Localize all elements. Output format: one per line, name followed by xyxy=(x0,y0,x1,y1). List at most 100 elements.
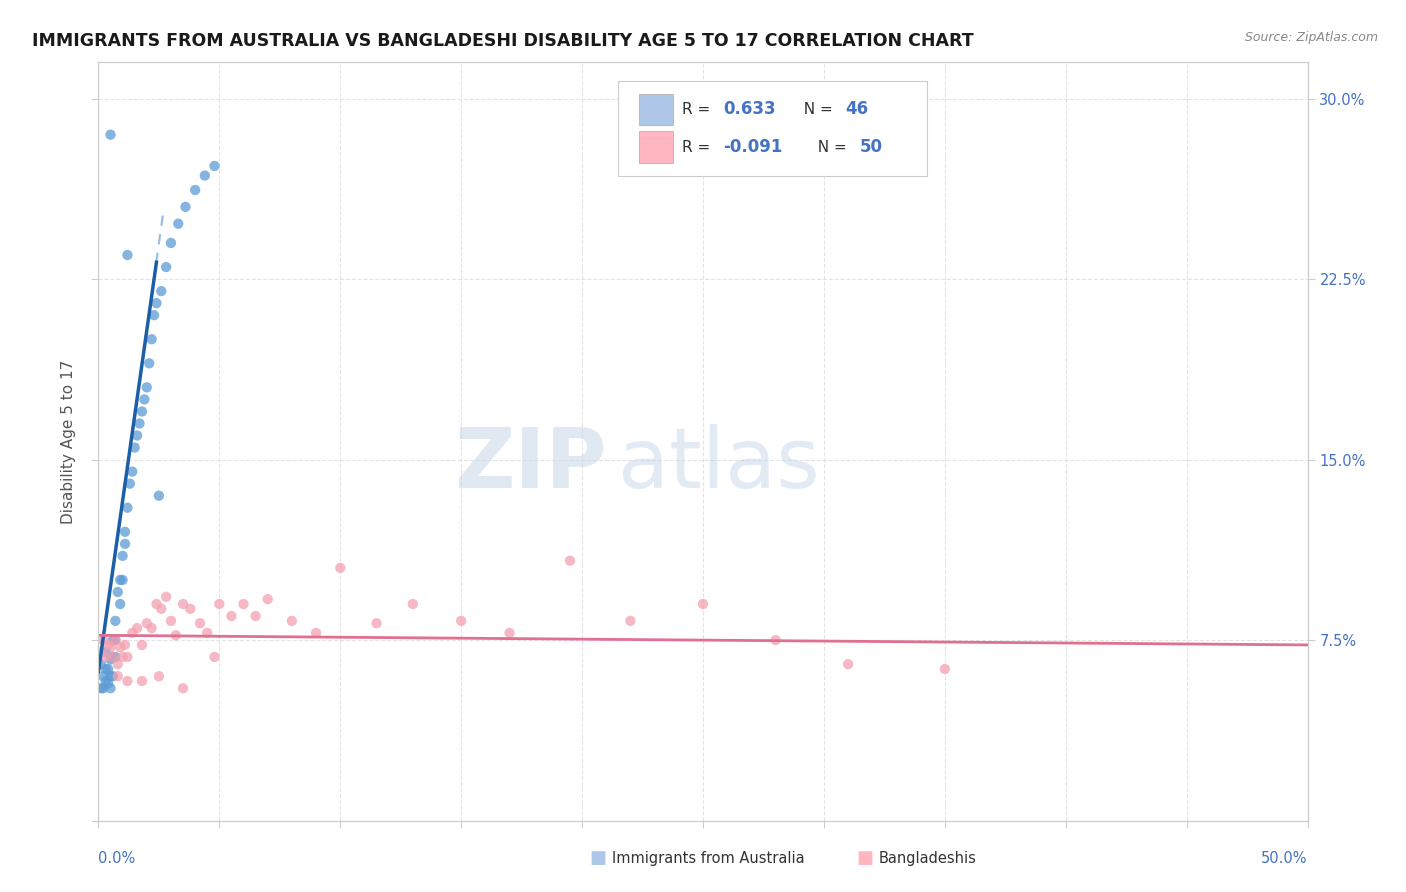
Point xyxy=(94,645,117,659)
Point xyxy=(143,308,166,322)
Point xyxy=(117,650,139,665)
Text: 46: 46 xyxy=(845,101,869,119)
Point xyxy=(101,650,124,665)
Point xyxy=(118,476,141,491)
Point xyxy=(107,585,129,599)
Point xyxy=(111,650,134,665)
Point xyxy=(90,657,112,672)
Point xyxy=(104,650,127,665)
Point xyxy=(104,633,127,648)
Point xyxy=(91,633,114,648)
Text: Immigrants from Australia: Immigrants from Australia xyxy=(612,851,804,865)
Point xyxy=(172,597,194,611)
Point xyxy=(101,633,124,648)
Text: atlas: atlas xyxy=(619,424,820,505)
Point xyxy=(134,392,156,407)
Point xyxy=(124,441,146,455)
Point xyxy=(101,650,124,665)
Point xyxy=(145,296,167,310)
Point xyxy=(128,417,150,431)
Point xyxy=(172,681,194,696)
Point xyxy=(498,626,520,640)
Text: N =: N = xyxy=(808,140,852,155)
Point xyxy=(94,650,117,665)
Point xyxy=(765,633,787,648)
Text: 50: 50 xyxy=(860,138,883,156)
Point xyxy=(108,640,131,655)
Point xyxy=(150,284,173,298)
Point xyxy=(184,183,207,197)
Point xyxy=(141,621,163,635)
Text: 50.0%: 50.0% xyxy=(1261,851,1308,866)
Point xyxy=(155,590,177,604)
Point xyxy=(114,524,136,539)
Text: 0.0%: 0.0% xyxy=(98,851,135,866)
Text: Bangladeshis: Bangladeshis xyxy=(879,851,977,865)
Point xyxy=(167,217,190,231)
Text: Source: ZipAtlas.com: Source: ZipAtlas.com xyxy=(1244,31,1378,45)
Point xyxy=(100,652,122,666)
Point xyxy=(195,626,218,640)
Point xyxy=(117,248,139,262)
Point xyxy=(194,169,217,183)
Point xyxy=(101,669,124,683)
Point xyxy=(558,554,581,568)
Point xyxy=(165,628,187,642)
Point xyxy=(107,657,129,672)
Point xyxy=(208,597,231,611)
Text: R =: R = xyxy=(682,140,716,155)
Point xyxy=(329,561,352,575)
Point xyxy=(100,681,122,696)
Text: IMMIGRANTS FROM AUSTRALIA VS BANGLADESHI DISABILITY AGE 5 TO 17 CORRELATION CHAR: IMMIGRANTS FROM AUSTRALIA VS BANGLADESHI… xyxy=(32,32,973,50)
Point xyxy=(94,662,117,676)
Point xyxy=(121,465,143,479)
Point xyxy=(692,597,714,611)
Point xyxy=(131,673,153,688)
Point xyxy=(402,597,425,611)
Point xyxy=(160,235,183,250)
Point xyxy=(91,669,114,683)
Point xyxy=(141,332,163,346)
Text: ■: ■ xyxy=(589,849,606,867)
Point xyxy=(281,614,304,628)
Text: ■: ■ xyxy=(856,849,873,867)
Point xyxy=(117,500,139,515)
Point xyxy=(131,638,153,652)
Text: 0.633: 0.633 xyxy=(724,101,776,119)
Point xyxy=(114,537,136,551)
Point xyxy=(232,597,254,611)
Point xyxy=(90,645,112,659)
Point xyxy=(131,404,153,418)
Point xyxy=(107,669,129,683)
Point xyxy=(121,626,143,640)
Point xyxy=(100,128,122,142)
Point xyxy=(100,640,122,655)
Point xyxy=(108,597,131,611)
Point xyxy=(179,602,201,616)
Point xyxy=(150,602,173,616)
Point xyxy=(100,669,122,683)
Point xyxy=(114,638,136,652)
Point xyxy=(221,609,243,624)
Point xyxy=(450,614,472,628)
Point xyxy=(837,657,859,672)
Point xyxy=(174,200,197,214)
Point xyxy=(305,626,328,640)
Point xyxy=(148,489,170,503)
Text: N =: N = xyxy=(793,102,838,117)
Point xyxy=(204,650,226,665)
Point xyxy=(155,260,177,274)
Point xyxy=(91,681,114,696)
Point xyxy=(148,669,170,683)
Point xyxy=(111,573,134,587)
Text: R =: R = xyxy=(682,102,716,117)
Point xyxy=(94,673,117,688)
Point xyxy=(619,614,641,628)
Point xyxy=(160,614,183,628)
Point xyxy=(97,676,120,690)
Point xyxy=(104,633,127,648)
Point xyxy=(135,616,157,631)
Point xyxy=(127,621,149,635)
Point xyxy=(138,356,160,370)
Text: -0.091: -0.091 xyxy=(724,138,783,156)
